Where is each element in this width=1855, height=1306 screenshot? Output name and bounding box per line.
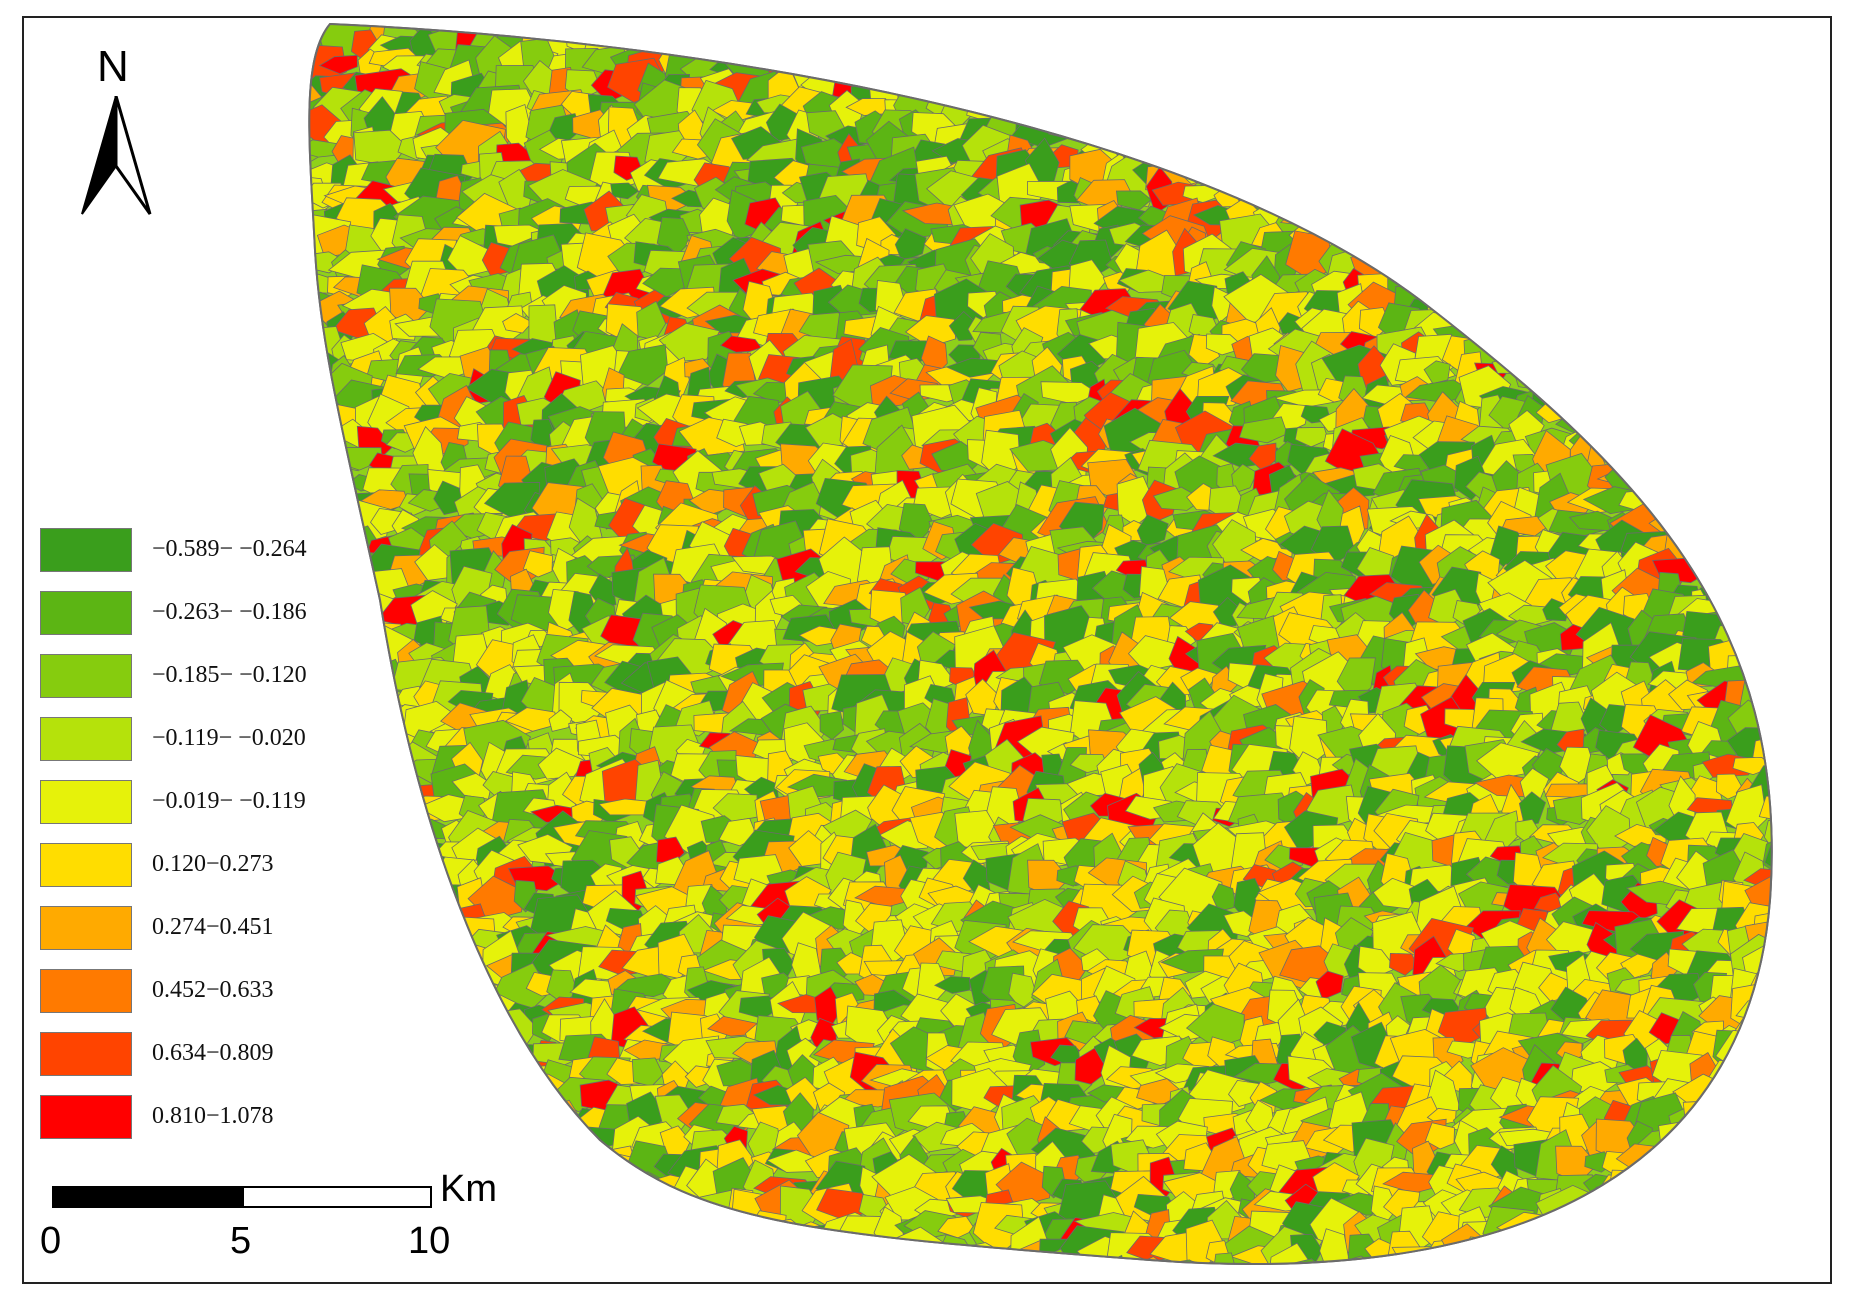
legend-item: 0.274−0.451 <box>40 906 400 952</box>
legend-label: −0.185− −0.120 <box>152 662 307 688</box>
legend-label: −0.019− −0.119 <box>152 788 306 814</box>
legend-item: 0.634−0.809 <box>40 1032 400 1078</box>
legend-swatch <box>40 654 132 698</box>
legend-label: 0.452−0.633 <box>152 977 274 1003</box>
slope-unit-patches <box>309 24 1772 1265</box>
scale-bar-segment-white <box>242 1186 432 1208</box>
scale-tick-5: 5 <box>230 1220 252 1262</box>
legend-label: 0.274−0.451 <box>152 914 274 940</box>
legend-swatch <box>40 969 132 1013</box>
legend-label: −0.589− −0.264 <box>152 536 307 562</box>
legend-item: −0.119− −0.020 <box>40 717 400 763</box>
north-arrow-icon <box>81 96 152 215</box>
north-label: N <box>97 42 129 91</box>
legend-swatch <box>40 1095 132 1139</box>
scale-tick-10: 10 <box>408 1220 451 1262</box>
legend-label: 0.634−0.809 <box>152 1040 274 1066</box>
legend-item: −0.263− −0.186 <box>40 591 400 637</box>
scale-bar-unit: Km <box>440 1168 497 1210</box>
legend-item: 0.810−1.078 <box>40 1095 400 1141</box>
legend-label: −0.119− −0.020 <box>152 725 306 751</box>
legend-item: −0.019− −0.119 <box>40 780 400 826</box>
scale-bar-segment-black <box>52 1186 244 1208</box>
study-area-outline <box>308 22 1773 1265</box>
legend-swatch <box>40 528 132 572</box>
legend-item: 0.120−0.273 <box>40 843 400 889</box>
legend-swatch <box>40 906 132 950</box>
legend-item: 0.452−0.633 <box>40 969 400 1015</box>
legend-item: −0.589− −0.264 <box>40 528 400 574</box>
legend-swatch <box>40 717 132 761</box>
scale-bar <box>52 1186 432 1210</box>
legend-swatch <box>40 591 132 635</box>
legend-swatch <box>40 843 132 887</box>
legend-item: −0.185− −0.120 <box>40 654 400 700</box>
legend-label: 0.810−1.078 <box>152 1103 274 1129</box>
legend-swatch <box>40 780 132 824</box>
legend-label: 0.120−0.273 <box>152 851 274 877</box>
legend-label: −0.263− −0.186 <box>152 599 307 625</box>
legend-swatch <box>40 1032 132 1076</box>
scale-tick-0: 0 <box>40 1220 62 1262</box>
